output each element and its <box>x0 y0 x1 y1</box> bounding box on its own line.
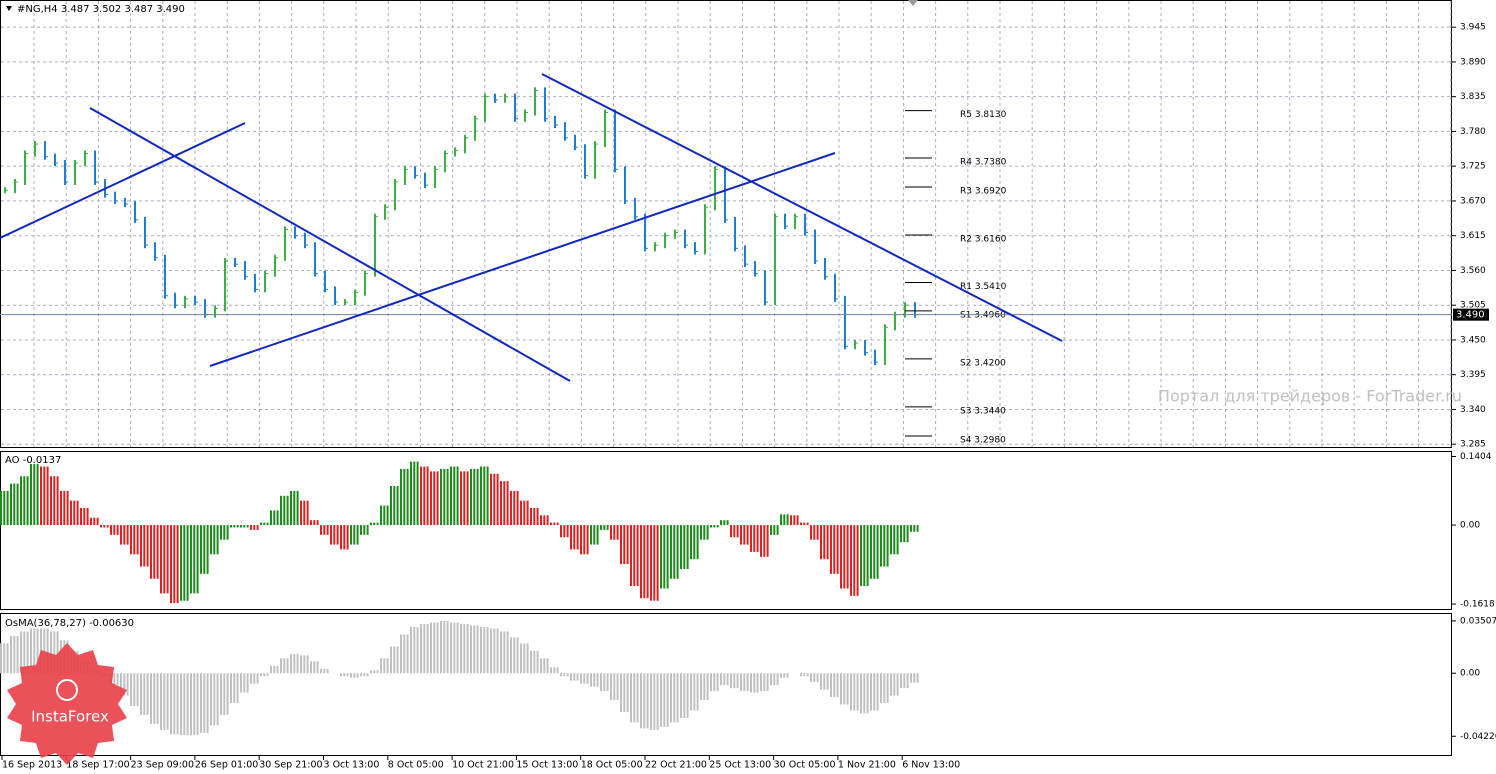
trend-line <box>541 73 1063 342</box>
ao-panel <box>0 451 1452 610</box>
x-tick-label: 8 Oct 05:00 <box>388 760 444 771</box>
watermark: Портал для трейдеров - ForTrader.ru <box>1158 387 1462 406</box>
x-tick-label: 22 Oct 21:00 <box>645 760 707 771</box>
y-tick-label: 3.505 <box>1460 301 1486 311</box>
y-tick-label: 3.945 <box>1460 23 1486 33</box>
pivot-label: R1 3.5410 <box>960 282 1007 292</box>
x-tick-label: 18 Oct 05:00 <box>581 760 643 771</box>
x-tick-label: 26 Sep 01:00 <box>195 760 258 771</box>
y-tick-label: 3.725 <box>1460 162 1486 172</box>
y-tick-label: 3.615 <box>1460 231 1486 241</box>
y-tick-label: 0.1404 <box>1460 452 1492 462</box>
y-tick-label: 3.450 <box>1460 335 1486 345</box>
x-tick-label: 30 Sep 21:00 <box>259 760 322 771</box>
current-price-box <box>1453 308 1489 321</box>
y-tick-label: 3.340 <box>1460 405 1486 415</box>
pivot-label: R2 3.6160 <box>960 235 1007 245</box>
y-tick-label: -0.1618 <box>1460 600 1495 610</box>
pivot-label: S4 3.2980 <box>960 435 1006 445</box>
pivot-label: S2 3.4200 <box>960 358 1006 368</box>
current-price-label: 3.490 <box>1456 310 1485 321</box>
marks: R5 3.8130 R4 3.7380 R3 3.6920 R2 3.6160 R1 3… <box>0 87 1489 736</box>
x-tick-label: 23 Sep 09:00 <box>131 760 194 771</box>
x-tick-label: 16 Sep 2013 <box>2 760 62 771</box>
y-tick-label: 0.00 <box>1460 669 1480 679</box>
pivot-label: R4 3.7380 <box>960 157 1007 167</box>
menu-arrow[interactable] <box>6 6 12 11</box>
logo: InstaForex <box>7 643 127 765</box>
trend-line <box>209 152 836 367</box>
x-tick-label: 10 Oct 21:00 <box>452 760 514 771</box>
y-tick-label: 3.395 <box>1460 370 1486 380</box>
pivot-label: S3 3.3440 <box>960 406 1006 416</box>
pivot-label: R5 3.8130 <box>960 110 1007 120</box>
x-tick-label: 15 Oct 13:00 <box>516 760 578 771</box>
y-tick-label: 3.890 <box>1460 57 1486 67</box>
y-tick-label: 3.780 <box>1460 127 1486 137</box>
indicator-title: AO -0.0137 <box>5 455 61 466</box>
pivot-label: R3 3.6920 <box>960 187 1007 197</box>
y-tick-label: 3.560 <box>1460 266 1486 276</box>
price-panel <box>0 0 1452 448</box>
y-tick-label: 3.835 <box>1460 92 1486 102</box>
indicator-title: OsMA(36,78,27) -0.00630 <box>5 618 134 629</box>
shift-marker[interactable] <box>908 0 918 6</box>
x-tick-label: 1 Nov 21:00 <box>838 760 896 771</box>
trend-line <box>89 107 571 382</box>
x-tick-label: 25 Oct 13:00 <box>709 760 771 771</box>
x-tick-label: 30 Oct 05:00 <box>774 760 836 771</box>
y-tick-label: 3.285 <box>1460 440 1486 450</box>
trend-line <box>0 122 246 239</box>
x-tick-label: 6 Nov 13:00 <box>902 760 960 771</box>
pivot-label: S1 3.4960 <box>960 310 1006 320</box>
x-tick-label: 3 Oct 13:00 <box>324 760 380 771</box>
y-tick-label: 0.00 <box>1460 521 1480 531</box>
chart-header: #NG,H4 3.487 3.502 3.487 3.490 <box>17 4 185 15</box>
y-tick-label: 0.03507 <box>1460 616 1496 626</box>
x-tick-label: 18 Sep 17:00 <box>66 760 129 771</box>
osma-panel <box>0 613 1452 756</box>
logo-text: InstaForex <box>31 708 109 726</box>
y-tick-label: -0.04226 <box>1460 732 1496 742</box>
y-tick-label: 3.670 <box>1460 196 1486 206</box>
